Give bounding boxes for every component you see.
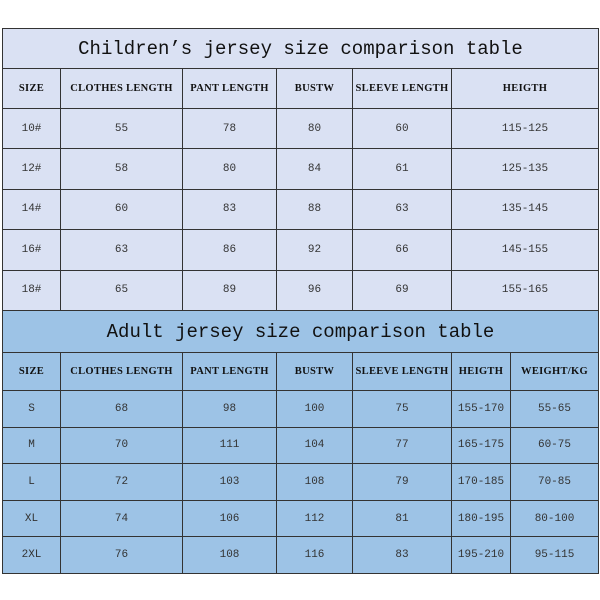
table-cell: 79 [352, 463, 452, 501]
table-cell: 98 [182, 390, 277, 428]
column-header: SIZE [2, 352, 61, 391]
children-header-row: SIZE CLOTHES LENGTH PANT LENGTH BUSTW SLEEVE… [2, 68, 599, 109]
table-cell: L [2, 463, 61, 501]
table-cell: 10# [2, 107, 61, 150]
table-cell: 92 [276, 229, 353, 271]
table-cell: 80-100 [510, 499, 599, 538]
table-row: 18# 65 89 96 69 155-165 [2, 269, 599, 311]
table-cell: 60-75 [510, 426, 599, 465]
table-cell: 58 [60, 148, 183, 190]
table-cell: 75 [352, 390, 452, 428]
table-cell: 60 [352, 107, 452, 150]
table-cell: 74 [60, 499, 183, 538]
table-cell: 88 [276, 188, 353, 231]
table-row: L 72 103 108 79 170-185 70-85 [2, 463, 599, 501]
table-cell: 77 [352, 426, 452, 465]
table-cell: 116 [276, 536, 353, 574]
table-cell: 80 [276, 107, 353, 150]
table-cell: M [2, 426, 61, 465]
table-cell: 112 [276, 499, 353, 538]
table-cell: 61 [352, 148, 452, 190]
column-header: CLOTHES LENGTH [60, 352, 183, 391]
table-cell: 55-65 [510, 390, 599, 428]
table-cell: 72 [60, 463, 183, 501]
table-cell: 81 [352, 499, 452, 538]
table-cell: 76 [60, 536, 183, 574]
table-cell: 111 [182, 426, 277, 465]
table-cell: 195-210 [451, 536, 511, 574]
table-cell: 18# [2, 269, 61, 311]
table-row: 16# 63 86 92 66 145-155 [2, 229, 599, 271]
table-cell: 84 [276, 148, 353, 190]
table-cell: 69 [352, 269, 452, 311]
table-cell: 63 [352, 188, 452, 231]
table-cell: 95-115 [510, 536, 599, 574]
table-cell: 108 [182, 536, 277, 574]
children-table-title: Children’s jersey size comparison table [2, 28, 599, 69]
column-header: PANT LENGTH [182, 68, 277, 109]
table-cell: 135-145 [451, 188, 599, 231]
table-row: XL 74 106 112 81 180-195 80-100 [2, 499, 599, 538]
column-header: SIZE [2, 68, 61, 109]
table-cell: 83 [182, 188, 277, 231]
adult-header-row: SIZE CLOTHES LENGTH PANT LENGTH BUSTW SLEEVE… [2, 352, 599, 391]
table-cell: 165-175 [451, 426, 511, 465]
column-header: SLEEVE LENGTH [352, 68, 452, 109]
table-cell: 60 [60, 188, 183, 231]
table-cell: 55 [60, 107, 183, 150]
table-cell: 83 [352, 536, 452, 574]
table-cell: 155-170 [451, 390, 511, 428]
table-cell: 125-135 [451, 148, 599, 190]
children-size-table: Children’s jersey size comparison table … [2, 28, 599, 311]
table-cell: 155-165 [451, 269, 599, 311]
table-cell: 63 [60, 229, 183, 271]
column-header: HEIGTH [451, 352, 511, 391]
table-cell: 66 [352, 229, 452, 271]
table-row: M 70 111 104 77 165-175 60-75 [2, 426, 599, 465]
table-cell: 103 [182, 463, 277, 501]
table-row: 14# 60 83 88 63 135-145 [2, 188, 599, 231]
table-cell: 78 [182, 107, 277, 150]
table-cell: 14# [2, 188, 61, 231]
table-cell: 70 [60, 426, 183, 465]
column-header: WEIGHT/KG [510, 352, 599, 391]
table-cell: 100 [276, 390, 353, 428]
table-cell: XL [2, 499, 61, 538]
column-header: PANT LENGTH [182, 352, 277, 391]
table-cell: 86 [182, 229, 277, 271]
column-header: SLEEVE LENGTH [352, 352, 452, 391]
adult-table-title: Adult jersey size comparison table [2, 310, 599, 353]
table-cell: 65 [60, 269, 183, 311]
column-header: BUSTW [276, 68, 353, 109]
table-cell: S [2, 390, 61, 428]
table-cell: 104 [276, 426, 353, 465]
table-cell: 70-85 [510, 463, 599, 501]
column-header: BUSTW [276, 352, 353, 391]
table-row: S 68 98 100 75 155-170 55-65 [2, 390, 599, 428]
table-cell: 145-155 [451, 229, 599, 271]
table-cell: 180-195 [451, 499, 511, 538]
table-cell: 96 [276, 269, 353, 311]
table-cell: 106 [182, 499, 277, 538]
adult-size-table: Adult jersey size comparison table SIZE C… [2, 310, 599, 574]
table-cell: 12# [2, 148, 61, 190]
table-cell: 108 [276, 463, 353, 501]
table-row: 2XL 76 108 116 83 195-210 95-115 [2, 536, 599, 574]
table-cell: 80 [182, 148, 277, 190]
table-cell: 2XL [2, 536, 61, 574]
table-cell: 68 [60, 390, 183, 428]
table-cell: 16# [2, 229, 61, 271]
column-header: CLOTHES LENGTH [60, 68, 183, 109]
table-row: 12# 58 80 84 61 125-135 [2, 148, 599, 190]
table-cell: 89 [182, 269, 277, 311]
table-cell: 170-185 [451, 463, 511, 501]
table-cell: 115-125 [451, 107, 599, 150]
column-header: HEIGTH [451, 68, 599, 109]
table-row: 10# 55 78 80 60 115-125 [2, 107, 599, 150]
